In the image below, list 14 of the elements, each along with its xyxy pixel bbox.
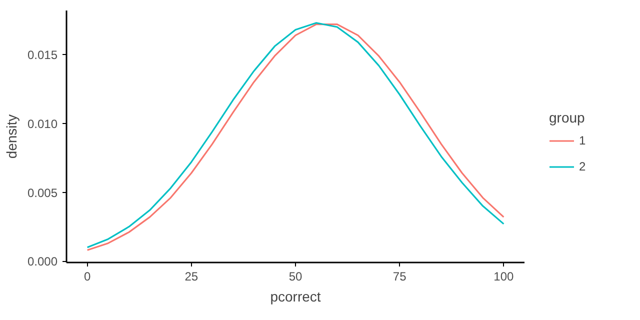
- legend-label: 1: [579, 133, 587, 147]
- x-tick-label: 25: [184, 270, 198, 284]
- x-tick-label: 100: [494, 270, 514, 284]
- x-tick-label: 50: [288, 270, 302, 284]
- x-tick-label: 0: [84, 270, 91, 284]
- y-tick-label: 0.010: [27, 116, 58, 131]
- y-axis-title: density: [3, 114, 20, 159]
- x-tick-label: 75: [392, 270, 407, 284]
- legend-title: group: [549, 109, 586, 125]
- y-tick-label: 0.000: [27, 254, 58, 269]
- x-axis-title: pcorrect: [270, 288, 321, 304]
- legend-label: 2: [579, 159, 587, 173]
- y-tick-label: 0.015: [27, 48, 58, 62]
- y-tick-label: 0.005: [27, 186, 58, 200]
